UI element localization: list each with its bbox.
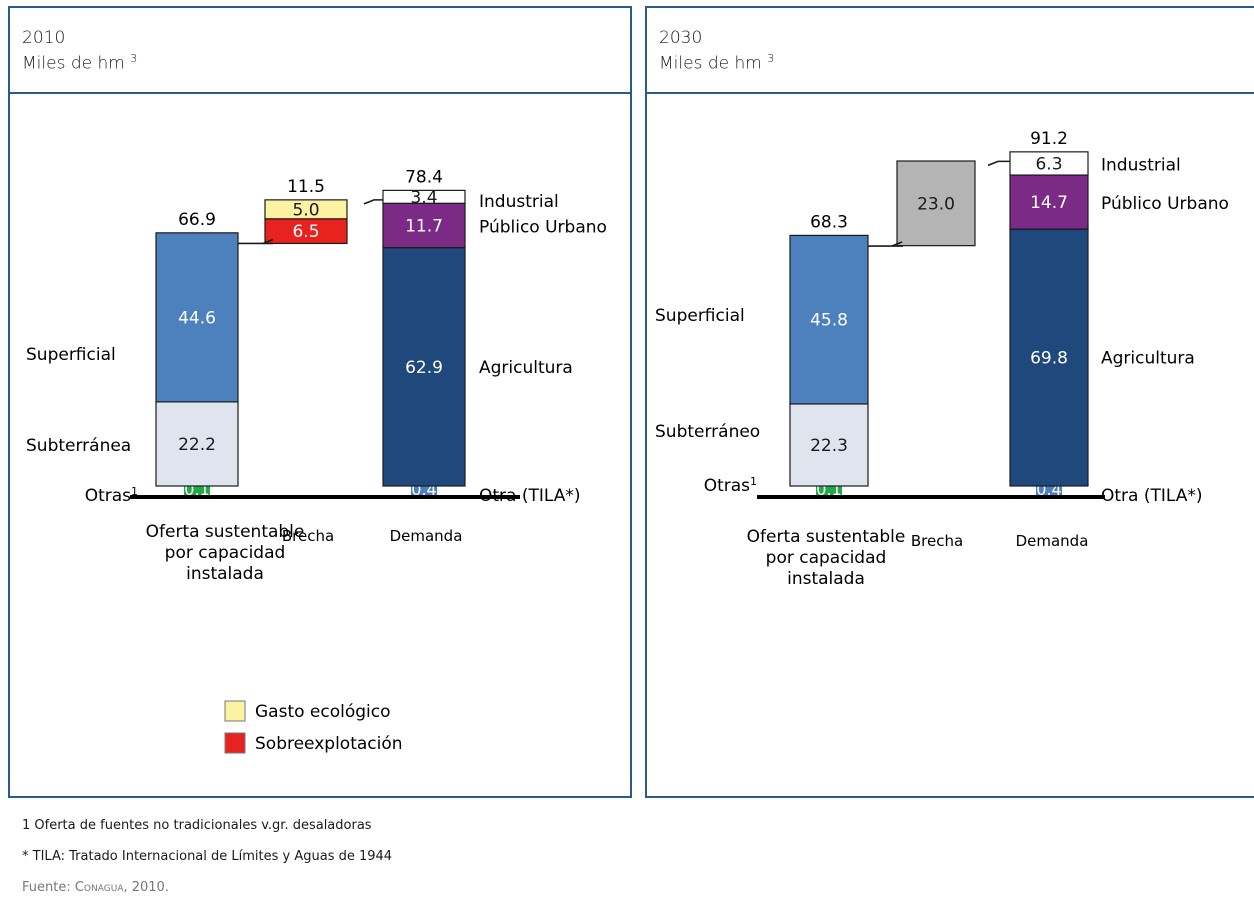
panel-2030-unit: Miles de hm 3	[659, 52, 775, 74]
chart-2030-segment-name-agricultura: Agricultura	[1101, 349, 1195, 369]
chart-2010-bar-0-subterranea	[155, 401, 239, 487]
panel-2010: 2010 Miles de hm 3 0.1 Otras1 22.2 Subterrá…	[8, 6, 632, 798]
panel-2030-header: 2030 Miles de hm 3	[647, 8, 1254, 94]
chart-2010-value-label-subterranea: 22.2	[178, 435, 216, 455]
footnote-tila: * TILA: Tratado Internacional de Límites…	[22, 849, 393, 864]
chart-2010-segment-name-agricultura: Agricultura	[479, 358, 573, 378]
chart-2030-segment-name-industrial: Industrial	[1101, 155, 1181, 175]
chart-2030-value-label-subterraneo: 22.3	[810, 436, 848, 456]
chart-2010-bar-2-industrial	[382, 189, 466, 204]
chart-2010-category-label-2: Demanda	[390, 527, 463, 545]
chart-2030-segment-name-publico-urbano: Público Urbano	[1101, 194, 1229, 214]
chart-2030-category-label-1: Brecha	[911, 532, 963, 550]
chart-2030-value-label-publico-urbano: 14.7	[1030, 193, 1068, 213]
chart-2030-bar-2-industrial	[1009, 151, 1089, 176]
chart-2010-gap-connector-left	[262, 238, 274, 245]
chart-2010-legend-label-gasto-ecologico: Gasto ecológico	[255, 702, 391, 722]
chart-2030-segment-name-subterraneo: Subterráneo	[655, 422, 760, 442]
chart-2030-value-label-superficial: 45.8	[810, 311, 848, 331]
chart-2010-total-label-1: 11.5	[287, 177, 325, 197]
chart-2010-value-label-gasto-ecologico: 5.0	[292, 200, 319, 220]
source-note: Fuente: Conagua, 2010.	[22, 880, 169, 895]
chart-2010-value-label-sobreexplotacion: 6.5	[292, 222, 319, 242]
chart-2030-category-label-0: instalada	[787, 569, 865, 589]
chart-2010-bar-1-gasto-ecologico	[264, 199, 348, 220]
chart-2010-bar-2-agricultura	[382, 247, 466, 487]
panel-2010-year: 2010	[22, 28, 66, 48]
chart-2010-total-label-2: 78.4	[405, 167, 443, 187]
chart-2010-total-label-0: 66.9	[178, 210, 216, 230]
chart-2030: 0.1Otras122.3Subterráneo45.8Superficial6…	[655, 129, 1229, 589]
chart-2010-segment-name-subterranea: Subterránea	[26, 436, 131, 456]
chart-2010-legend-swatch-gasto-ecologico	[224, 700, 246, 722]
chart-2030-category-label-0: Oferta sustentable	[747, 527, 906, 547]
chart-2010-bar-2-publico-urbano	[382, 202, 466, 249]
chart-2010-segment-name-publico-urbano: Público Urbano	[479, 217, 607, 237]
chart-2030-value-label-agricultura: 69.8	[1030, 349, 1068, 369]
panel-2030: 2030 Miles de hm 3 0.1 Otras1 22.3 Subterrá…	[645, 6, 1254, 798]
footnote-1: 1 Oferta de fuentes no tradicionales v.g…	[22, 818, 372, 833]
chart-2010-value-label-superficial: 44.6	[178, 308, 216, 328]
chart-2010-value-label-industrial: 3.4	[410, 188, 437, 208]
chart-2010-value-label-publico-urbano: 11.7	[405, 216, 443, 236]
chart-2010-legend-label-sobreexplotacion: Sobreexplotación	[255, 734, 403, 754]
chart-2030-segment-name-otra-tila: Otra (TILA*)	[1101, 486, 1203, 506]
chart-2030-bar-1-segment-0	[896, 160, 976, 247]
chart-2010-value-label-agricultura: 62.9	[405, 358, 443, 378]
chart-2010-segment-name-industrial: Industrial	[479, 192, 559, 212]
panel-2010-unit: Miles de hm 3	[22, 52, 138, 74]
chart-2010-category-label-0: por capacidad	[165, 543, 286, 563]
panel-2030-year: 2030	[659, 28, 703, 48]
chart-2030-category-label-2: Demanda	[1016, 532, 1089, 550]
chart-2010-segment-name-superficial: Superficial	[26, 345, 116, 365]
chart-2010-legend-swatch-sobreexplotacion	[224, 732, 246, 754]
chart-2030-total-label-2: 91.2	[1030, 129, 1068, 149]
chart-2030-bar-0-superficial	[789, 234, 869, 405]
chart-2030-category-label-0: por capacidad	[766, 548, 887, 568]
chart-2030-segment-name-superficial: Superficial	[655, 306, 745, 326]
chart-2010-category-label-1: Brecha	[282, 527, 334, 545]
chart-2030-value-label-industrial: 6.3	[1035, 154, 1062, 174]
panel-2010-header: 2010 Miles de hm 3	[10, 8, 630, 94]
chart-2010-bar-0-superficial	[155, 232, 239, 403]
chart-2030-segment-name-otras: Otras1	[704, 475, 757, 496]
chart-2030-gap-connector-left	[891, 241, 903, 247]
chart-2030-total-label-0: 68.3	[810, 212, 848, 232]
chart-2010-category-label-0: Oferta sustentable	[146, 522, 305, 542]
chart-2010-gap-connector-right	[363, 199, 383, 205]
chart-2010-category-label-0: instalada	[186, 564, 264, 584]
chart-2010: 0.1Otras122.2Subterránea44.6Superficial6…	[26, 167, 607, 754]
chart-2030-bar-2-agricultura	[1009, 228, 1089, 487]
chart-2030-gap-connector-right	[987, 160, 1010, 167]
chart-2010-segment-name-otras: Otras1	[85, 485, 138, 506]
chart-2030-value-label-segment-0: 23.0	[917, 194, 955, 214]
chart-2010-segment-name-otra-tila: Otra (TILA*)	[479, 486, 581, 506]
